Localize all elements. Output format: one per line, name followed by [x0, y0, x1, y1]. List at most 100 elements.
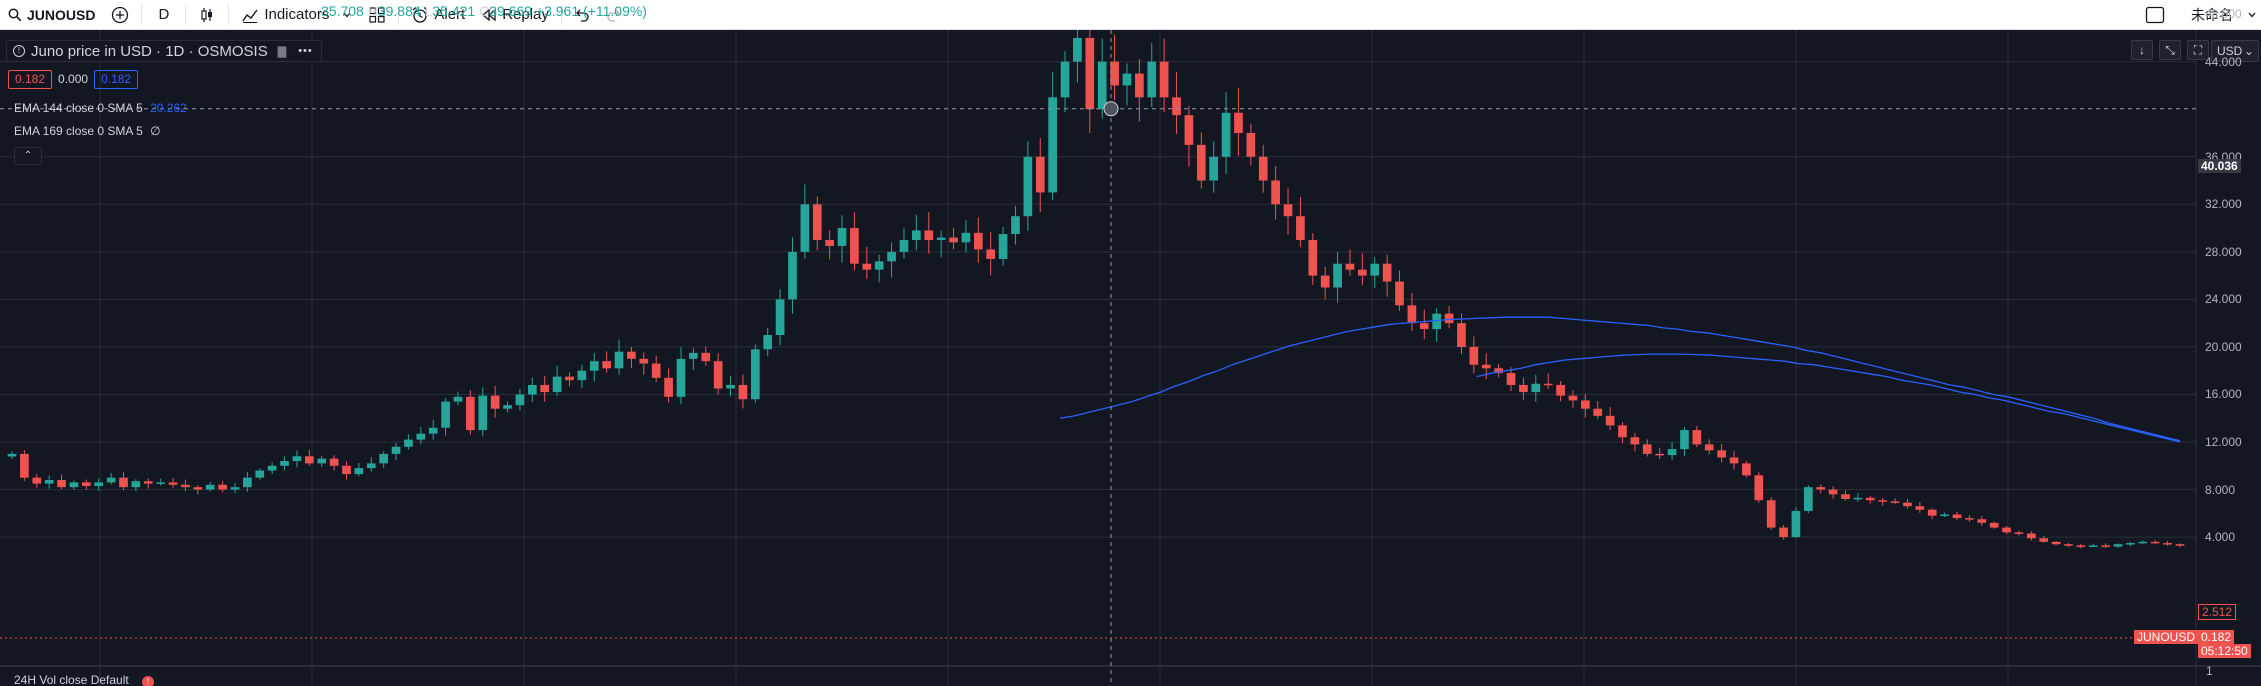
chevron-down-icon[interactable] [2247, 10, 2257, 20]
candle-body [1457, 323, 1466, 347]
candle-body [2175, 544, 2185, 546]
ema144-legend[interactable]: EMA 144 close 0 SMA 5 20.262 [14, 101, 187, 115]
buy-price[interactable]: 0.182 [94, 70, 139, 89]
candle-body [2014, 532, 2024, 534]
maximize-pane-icon[interactable]: ⛶ [2187, 40, 2209, 60]
candle-body [1766, 500, 1776, 528]
bid-ask-boxes: 0.182 0.000 0.182 [8, 70, 139, 89]
undo-icon [574, 8, 590, 22]
candle-body [205, 484, 215, 490]
interval-button[interactable]: D [146, 0, 181, 30]
candle-body [2138, 541, 2148, 544]
candle-body [936, 237, 946, 240]
candle-body [1481, 364, 1491, 369]
interval-label: D [158, 6, 170, 23]
candle-body [329, 458, 339, 466]
ema169-label: EMA 169 close 0 SMA 5 [14, 124, 143, 138]
chart-legend: ! Juno price in USD · 1D · OSMOSIS ▇ ••• [6, 40, 322, 62]
candle-body [7, 453, 17, 457]
spread-value: 0.000 [58, 72, 89, 86]
chevron-down-icon[interactable] [342, 10, 352, 20]
candle-body [1271, 180, 1280, 205]
candle-body [1519, 384, 1528, 393]
candle-body [1965, 518, 1974, 520]
candle-body [1469, 346, 1479, 365]
candle-body [602, 361, 611, 369]
search-icon [8, 8, 22, 22]
candle-body [1370, 263, 1380, 276]
currency-select[interactable]: USD ⌄ [2211, 40, 2259, 62]
more-icon[interactable]: ••• [298, 45, 313, 57]
candle-body [1184, 115, 1194, 145]
candle-body [1680, 430, 1689, 450]
candle-body [1333, 263, 1342, 288]
candle-body [1593, 408, 1603, 416]
divider [398, 4, 400, 25]
candle-body [825, 239, 834, 246]
symbol-legend[interactable]: ! Juno price in USD · 1D · OSMOSIS ▇ ••• [6, 40, 322, 62]
candle-body [651, 363, 661, 378]
price-chart[interactable] [0, 30, 2261, 686]
eye-icon[interactable]: ▇ [277, 45, 287, 58]
close-value: 39.669 [489, 3, 533, 19]
candle-body [342, 465, 351, 475]
candle-body [527, 384, 537, 395]
candle-body [2076, 545, 2086, 547]
chart-canvas[interactable] [0, 30, 2261, 686]
close-key: C [479, 3, 490, 19]
indicators-button[interactable]: Indicators [233, 0, 360, 30]
candle-body [1828, 489, 1838, 495]
currency-label: USD [2217, 44, 2243, 58]
redo-button[interactable] [598, 0, 630, 30]
layout-name[interactable]: 未命名 [2191, 7, 2233, 23]
candle-body [565, 376, 574, 381]
candle-body [1060, 61, 1070, 98]
candle-body [1581, 400, 1590, 409]
candle-body [32, 477, 42, 484]
layout-icon[interactable] [2145, 6, 2165, 24]
candle-body [726, 384, 735, 389]
grid-icon [368, 6, 386, 24]
candle-body [304, 456, 314, 464]
candle-body [701, 352, 711, 362]
candle-body [391, 446, 401, 454]
candle-body [1531, 383, 1541, 393]
candle-body [1048, 97, 1057, 193]
ema169-legend[interactable]: EMA 169 close 0 SMA 5 ∅ [14, 124, 161, 138]
candle-body [1630, 437, 1640, 445]
candle-body [1865, 497, 1875, 501]
candle-body [1073, 37, 1082, 62]
candle-body [2163, 543, 2172, 545]
replay-button[interactable]: Replay [473, 0, 557, 30]
candle-body [2027, 533, 2036, 539]
candle-body [490, 395, 500, 409]
compare-symbol-button[interactable] [103, 0, 137, 30]
candle-body [503, 405, 512, 409]
collapse-pane-icon[interactable]: ⤡ [2159, 40, 2181, 60]
symbol-search[interactable]: JUNOUSD [0, 0, 103, 30]
arrow-down-icon[interactable]: ↓ [2131, 40, 2153, 60]
candle-body [193, 487, 203, 490]
candle-body [2064, 544, 2073, 546]
collapse-legend-button[interactable]: ⌃ [14, 147, 42, 165]
alert-button[interactable]: Alert [403, 0, 473, 30]
divider [560, 4, 562, 25]
candle-body [280, 461, 289, 466]
candle-body [589, 361, 599, 371]
candle-body [775, 299, 785, 336]
sell-price[interactable]: 0.182 [8, 70, 53, 89]
undo-button[interactable] [566, 0, 598, 30]
candle-body [676, 358, 686, 397]
volume-legend[interactable]: 24H Vol close Default ! [14, 673, 155, 686]
candle-body [1382, 263, 1392, 282]
templates-button[interactable] [360, 0, 394, 30]
candle-body [1667, 449, 1677, 456]
candle-body [404, 439, 413, 447]
candle-body [317, 458, 327, 464]
candle-body [1419, 323, 1429, 330]
high-value: 39.884 [377, 3, 421, 19]
candle-body [1927, 509, 1937, 516]
chart-type-button[interactable] [190, 0, 224, 30]
candle-body [1110, 61, 1119, 86]
candle-body [1618, 425, 1627, 438]
